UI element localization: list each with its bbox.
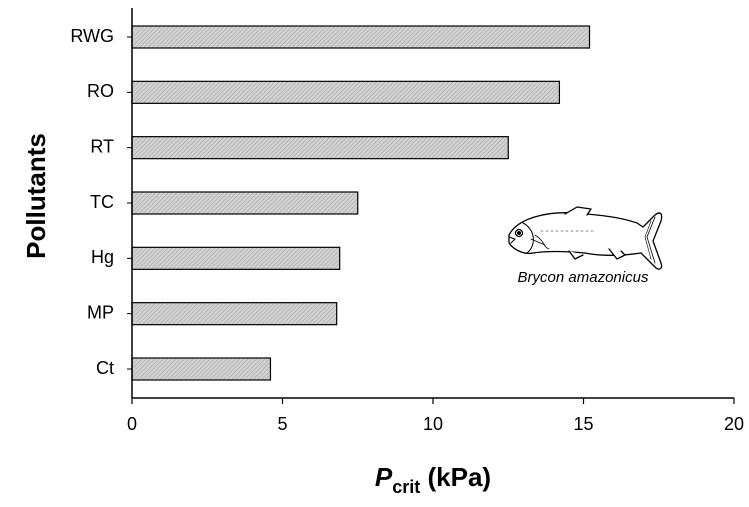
bar-mp xyxy=(131,302,338,326)
x-tick-label-5: 5 xyxy=(277,414,287,434)
species-label: Brycon amazonicus xyxy=(518,269,649,286)
bars-group xyxy=(131,25,591,381)
x-axis-title-main: P xyxy=(375,462,393,492)
bar-ro xyxy=(131,80,561,104)
x-axis-title-subscript: crit xyxy=(392,477,420,497)
bar-rwg xyxy=(131,25,591,49)
x-tick-label-10: 10 xyxy=(423,414,443,434)
y-tick-label-ct: Ct xyxy=(96,358,114,378)
y-tick-label-hg: Hg xyxy=(91,247,114,267)
x-ticks-group: 0 5 10 15 20 xyxy=(127,398,744,434)
y-tick-label-ro: RO xyxy=(87,81,114,101)
bar-hg xyxy=(131,246,341,270)
bar-rt xyxy=(131,136,509,160)
y-tick-labels: RWG RO RT TC Hg MP Ct xyxy=(70,26,132,378)
x-axis-title: Pcrit (kPa) xyxy=(375,462,491,497)
y-tick-label-mp: MP xyxy=(87,302,114,322)
bar-tc xyxy=(131,191,359,215)
y-tick-label-rwg: RWG xyxy=(70,26,114,46)
bar-ct xyxy=(131,357,272,381)
x-axis-title-unit: (kPa) xyxy=(420,462,491,492)
y-axis-title: Pollutants xyxy=(21,133,51,259)
x-tick-label-0: 0 xyxy=(127,414,137,434)
fish-icon xyxy=(508,206,663,270)
y-tick-label-tc: TC xyxy=(90,192,114,212)
y-tick-label-rt: RT xyxy=(90,136,114,156)
x-tick-label-20: 20 xyxy=(724,414,744,434)
x-tick-label-15: 15 xyxy=(573,414,593,434)
